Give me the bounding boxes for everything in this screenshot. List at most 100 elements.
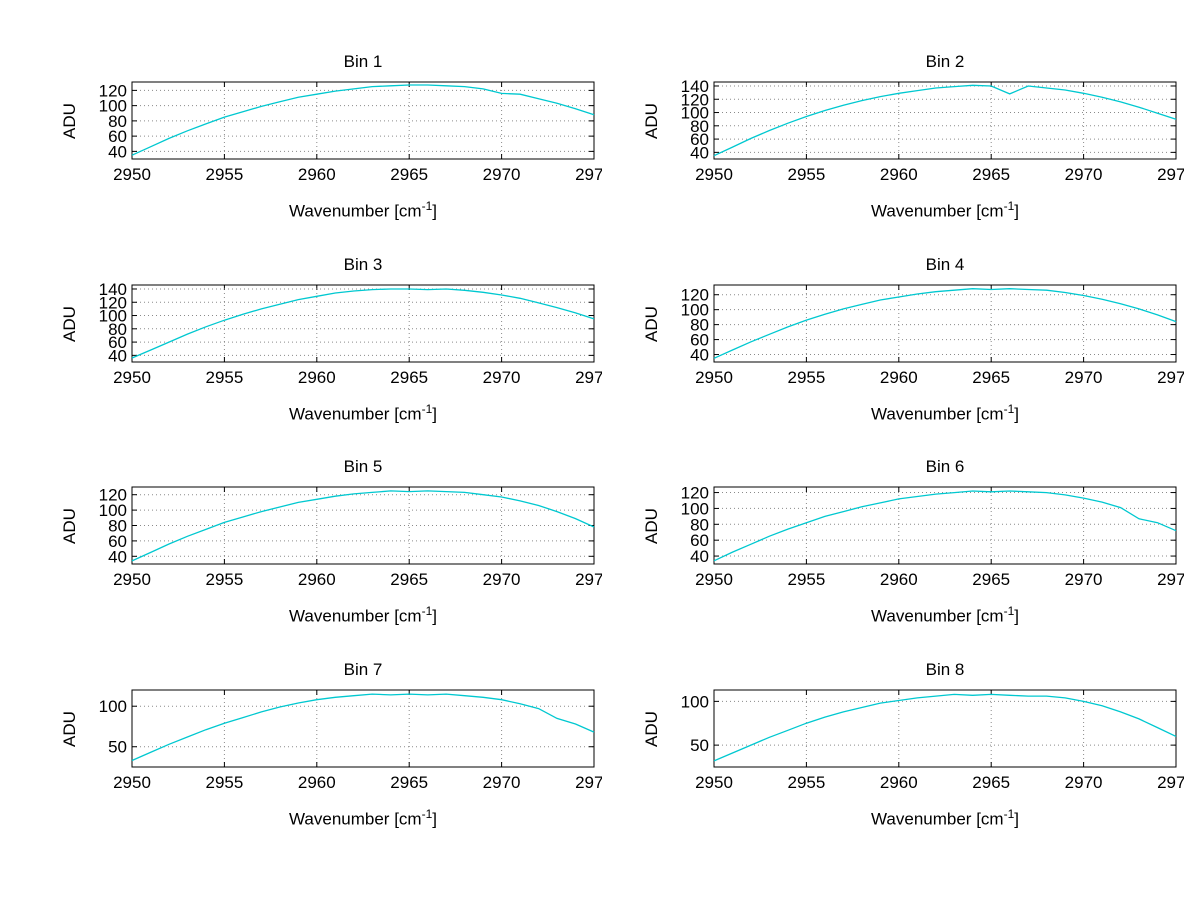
x-label-exponent: -1 xyxy=(421,806,433,821)
svg-text:40: 40 xyxy=(690,345,709,364)
svg-text:2960: 2960 xyxy=(880,570,918,589)
plot-title: Bin 8 xyxy=(925,659,965,679)
svg-text:60: 60 xyxy=(108,127,127,146)
svg-text:2970: 2970 xyxy=(483,570,521,589)
subplot-bin-7: Bin 7 ADU 29502955296029652970297550100 … xyxy=(56,660,602,831)
svg-text:2960: 2960 xyxy=(298,368,336,387)
svg-text:2950: 2950 xyxy=(113,368,151,387)
x-axis-label: Wavenumber [cm-1] xyxy=(638,195,1184,223)
x-label-close: ] xyxy=(432,809,437,829)
svg-text:2950: 2950 xyxy=(695,773,733,792)
x-label-exponent: -1 xyxy=(421,604,433,619)
svg-text:2970: 2970 xyxy=(1065,570,1103,589)
svg-text:2960: 2960 xyxy=(880,368,918,387)
svg-text:100: 100 xyxy=(99,697,127,716)
x-axis-label: Wavenumber [cm-1] xyxy=(56,195,602,223)
svg-text:120: 120 xyxy=(99,81,127,100)
svg-text:120: 120 xyxy=(99,293,127,312)
plot-title: Bin 4 xyxy=(925,254,965,274)
svg-text:100: 100 xyxy=(681,104,709,123)
x-label-exponent: -1 xyxy=(1003,199,1015,213)
x-axis-label: Wavenumber [cm-1] xyxy=(638,803,1184,831)
subplot-bin-8: Bin 8 ADU 29502955296029652970297550100 … xyxy=(638,660,1184,831)
svg-text:60: 60 xyxy=(108,333,127,352)
svg-text:100: 100 xyxy=(681,300,709,319)
y-axis-label: ADU xyxy=(642,305,661,342)
x-axis-label: Wavenumber [cm-1] xyxy=(638,398,1184,426)
svg-text:2970: 2970 xyxy=(1065,165,1103,184)
svg-text:2965: 2965 xyxy=(972,773,1010,792)
y-axis-label: ADU xyxy=(60,103,79,139)
svg-text:2965: 2965 xyxy=(390,570,428,589)
x-label-text: Wavenumber [cm xyxy=(871,809,1004,829)
plot-title: Bin 1 xyxy=(343,52,383,71)
svg-text:2965: 2965 xyxy=(390,165,428,184)
svg-text:50: 50 xyxy=(690,736,709,755)
svg-text:140: 140 xyxy=(681,77,709,96)
y-axis-label: ADU xyxy=(60,711,79,747)
x-axis-label: Wavenumber [cm-1] xyxy=(56,398,602,426)
svg-text:80: 80 xyxy=(690,117,709,136)
subplot-grid: Bin 1 ADU 295029552960296529702975406080… xyxy=(56,52,1184,831)
svg-text:2955: 2955 xyxy=(205,165,243,184)
x-label-close: ] xyxy=(432,606,437,626)
svg-text:2970: 2970 xyxy=(483,368,521,387)
svg-text:120: 120 xyxy=(681,285,709,304)
svg-text:100: 100 xyxy=(99,97,127,116)
svg-text:80: 80 xyxy=(108,319,127,338)
y-axis-label: ADU xyxy=(642,103,661,139)
svg-text:2960: 2960 xyxy=(298,570,336,589)
svg-text:2960: 2960 xyxy=(298,773,336,792)
svg-text:100: 100 xyxy=(99,306,127,325)
y-axis-label: ADU xyxy=(60,305,79,342)
x-label-text: Wavenumber [cm xyxy=(289,201,422,221)
svg-text:2970: 2970 xyxy=(1065,368,1103,387)
svg-text:2960: 2960 xyxy=(880,773,918,792)
svg-text:2970: 2970 xyxy=(1065,773,1103,792)
svg-text:2955: 2955 xyxy=(205,773,243,792)
svg-text:2965: 2965 xyxy=(972,570,1010,589)
svg-text:100: 100 xyxy=(99,501,127,520)
x-label-close: ] xyxy=(1014,606,1019,626)
svg-text:2960: 2960 xyxy=(880,165,918,184)
svg-text:2950: 2950 xyxy=(113,773,151,792)
x-label-exponent: -1 xyxy=(1003,806,1015,821)
svg-text:2970: 2970 xyxy=(483,773,521,792)
svg-text:40: 40 xyxy=(108,142,127,161)
svg-text:2950: 2950 xyxy=(695,368,733,387)
svg-text:100: 100 xyxy=(681,692,709,711)
x-label-close: ] xyxy=(1014,201,1019,221)
svg-text:2950: 2950 xyxy=(695,165,733,184)
svg-text:2955: 2955 xyxy=(787,570,825,589)
x-label-text: Wavenumber [cm xyxy=(871,201,1004,221)
x-label-exponent: -1 xyxy=(421,401,433,416)
y-axis-label: ADU xyxy=(642,711,661,747)
y-axis-label: ADU xyxy=(60,508,79,545)
svg-text:2965: 2965 xyxy=(972,165,1010,184)
svg-text:120: 120 xyxy=(681,90,709,109)
svg-text:40: 40 xyxy=(690,143,709,162)
svg-text:2955: 2955 xyxy=(205,368,243,387)
plot-title: Bin 7 xyxy=(343,659,383,679)
svg-text:60: 60 xyxy=(690,531,709,550)
x-label-exponent: -1 xyxy=(1003,604,1015,619)
